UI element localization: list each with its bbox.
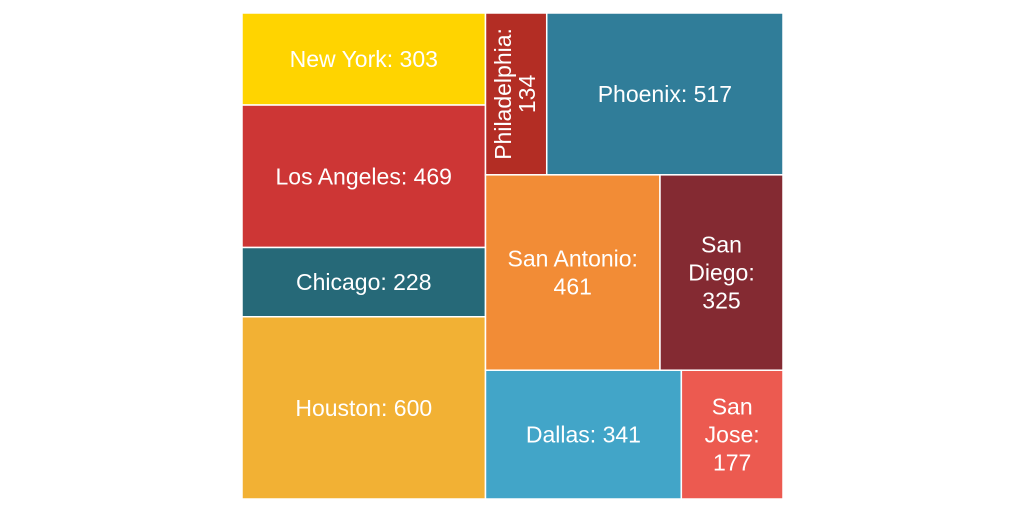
treemap-rect-chicago: [241, 246, 487, 318]
treemap-label-los-angeles: Los Angeles: 469: [276, 163, 452, 189]
treemap-tile-san-diego: San Diego: 325: [659, 174, 784, 371]
treemap-rect-san-diego: [659, 174, 784, 371]
treemap-tile-philadelphia: Philadelphia:134: [484, 12, 548, 176]
treemap-rect-san-jose: [680, 369, 784, 500]
treemap-label-new-york: New York: 303: [290, 46, 438, 72]
treemap-rect-san-antonio: [484, 174, 661, 371]
treemap-label-phoenix: Phoenix: 517: [598, 81, 732, 107]
treemap-tile-new-york: New York: 303: [241, 12, 487, 106]
treemap-rect-houston: [241, 316, 487, 500]
treemap-tile-los-angeles: Los Angeles: 469: [241, 104, 487, 249]
treemap-label-san-diego: San Diego: 325: [688, 232, 754, 314]
treemap-label-houston: Houston: 600: [295, 395, 432, 421]
treemap-tile-chicago: Chicago: 228: [241, 246, 487, 318]
treemap-label-philadelphia: Philadelphia:134: [490, 28, 540, 160]
treemap-tile-houston: Houston: 600: [241, 316, 487, 500]
treemap-tile-dallas: Dallas: 341: [484, 369, 683, 500]
treemap-tile-san-antonio: San Antonio: 461: [484, 174, 661, 371]
treemap-tile-san-jose: San Jose: 177: [680, 369, 784, 500]
treemap-rect-new-york: [241, 12, 487, 106]
treemap-label-chicago: Chicago: 228: [296, 269, 432, 295]
treemap-label-san-antonio: San Antonio: 461: [508, 246, 638, 300]
treemap-label-san-jose: San Jose: 177: [705, 394, 760, 476]
treemap-rect-dallas: [484, 369, 683, 500]
treemap-rect-phoenix: [545, 12, 784, 176]
treemap-tile-phoenix: Phoenix: 517: [545, 12, 784, 176]
treemap-rect-los-angeles: [241, 104, 487, 249]
treemap-label-dallas: Dallas: 341: [526, 422, 641, 448]
